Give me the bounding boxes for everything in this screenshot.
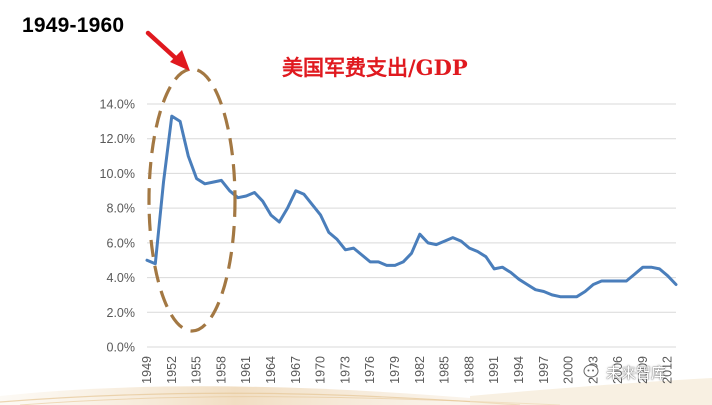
arrow-icon (145, 30, 190, 71)
x-tick-label: 1991 (487, 356, 501, 384)
y-tick-label: 6.0% (107, 236, 136, 250)
chart-grid (147, 103, 676, 348)
y-tick-label: 8.0% (107, 202, 136, 216)
y-tick-label: 14.0% (100, 98, 135, 112)
x-tick-label: 1988 (462, 356, 476, 384)
x-tick-label: 2012 (661, 356, 675, 384)
annotation-layer (145, 30, 237, 333)
y-tick-label: 12.0% (100, 132, 135, 146)
highlight-ellipse (147, 67, 237, 333)
x-tick-label: 2009 (636, 356, 650, 384)
x-tick-label: 1961 (239, 356, 253, 384)
x-tick-label: 1964 (264, 356, 278, 384)
x-tick-label: 1970 (314, 356, 328, 384)
x-tick-label: 1997 (537, 356, 551, 384)
x-tick-label: 1976 (363, 356, 377, 384)
x-tick-label: 1994 (512, 356, 526, 384)
x-tick-label: 1982 (413, 356, 427, 384)
x-tick-label: 1985 (438, 356, 452, 384)
x-axis-ticks: 1949 1952 1955 1958 1961 1964 1967 1970 1973 1976… (140, 356, 675, 384)
x-tick-label: 2000 (562, 356, 576, 384)
period-label: 1949-1960 (22, 14, 125, 37)
series-line (145, 114, 678, 299)
chart-title: 美国军费支出/GDP (282, 55, 468, 80)
y-tick-label: 0.0% (107, 341, 136, 355)
x-tick-label: 1952 (165, 356, 179, 384)
y-tick-label: 2.0% (107, 306, 136, 320)
x-tick-label: 2006 (611, 356, 625, 384)
series-layer (145, 114, 678, 299)
x-tick-label: 1979 (388, 356, 402, 384)
x-tick-label: 1949 (140, 356, 154, 384)
y-tick-label: 4.0% (107, 271, 136, 285)
x-tick-label: 1955 (190, 356, 204, 384)
watermark-text: 未来智库 (606, 364, 667, 382)
x-tick-label: 1973 (338, 356, 352, 384)
y-axis-ticks: 0.0% 2.0% 4.0% 6.0% 8.0% 10.0% 12.0% 14.0% (100, 98, 135, 355)
y-tick-label: 10.0% (100, 167, 135, 181)
x-tick-label: 1967 (289, 356, 303, 384)
chat-bubble-icon (583, 364, 599, 378)
x-tick-label: 1958 (214, 356, 228, 384)
background-swoosh (0, 378, 712, 405)
